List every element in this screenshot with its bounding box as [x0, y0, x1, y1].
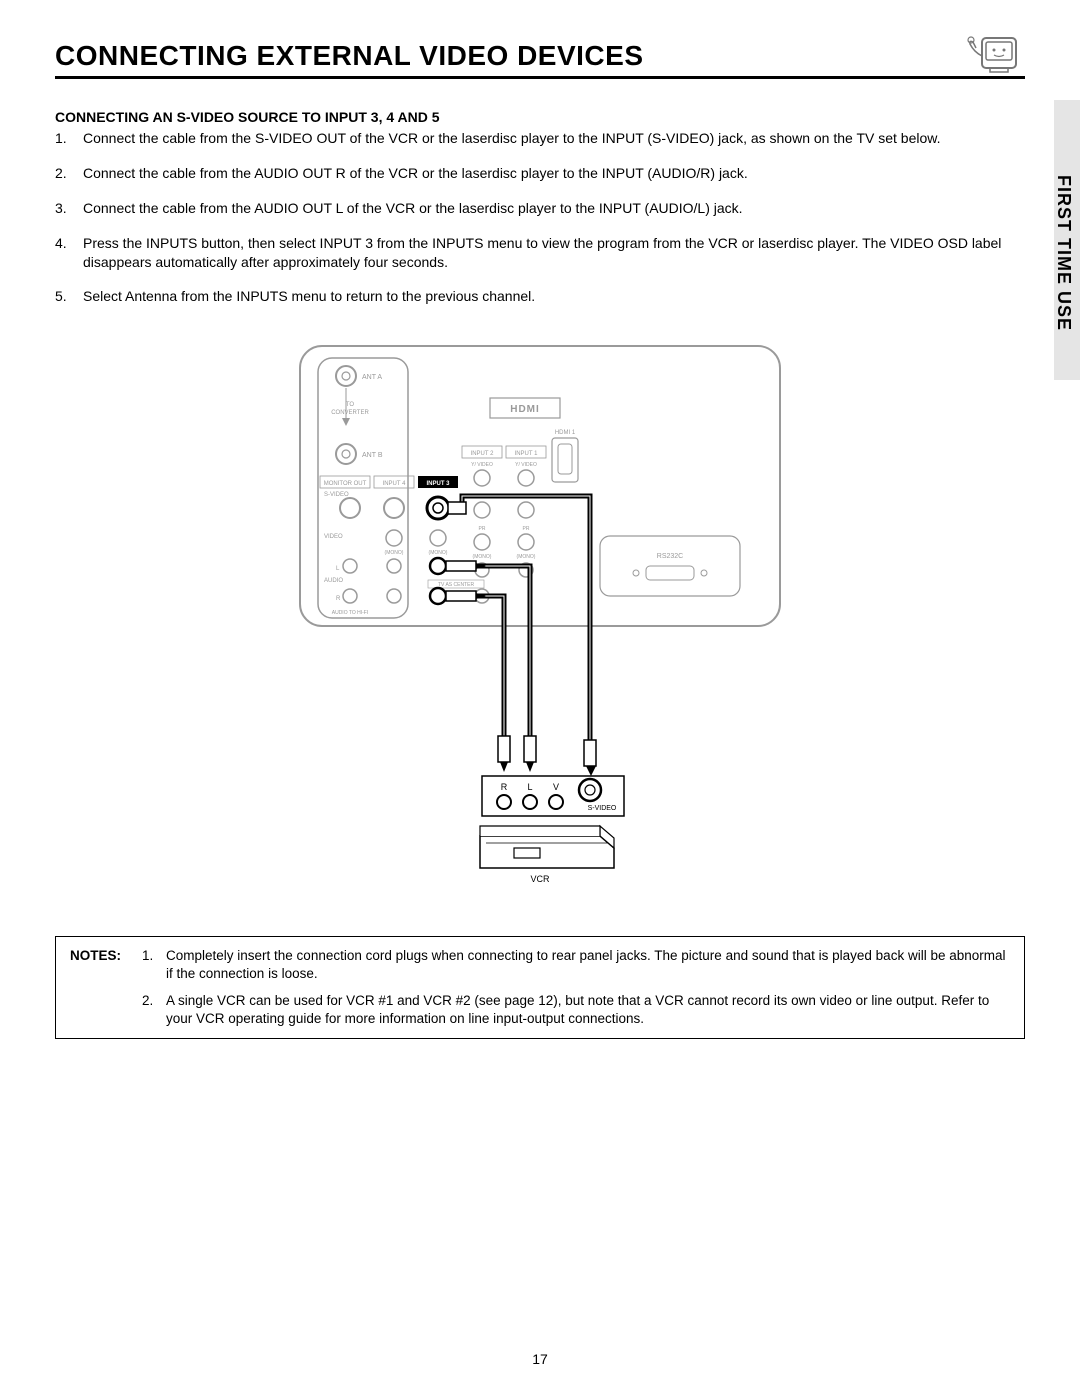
svg-text:INPUT 3: INPUT 3 [426, 481, 450, 487]
step-item: 2.Connect the cable from the AUDIO OUT R… [55, 164, 1025, 183]
label-ant-b: ANT B [362, 452, 383, 459]
svg-text:VIDEO: VIDEO [324, 534, 343, 540]
svg-text:VCR: VCR [530, 874, 550, 884]
svg-text:R: R [336, 596, 341, 602]
svg-text:HDMI 1: HDMI 1 [555, 430, 576, 436]
step-list: 1.Connect the cable from the S-VIDEO OUT… [55, 129, 1025, 306]
label-ant-a: ANT A [362, 374, 382, 381]
svg-text:AUDIO: AUDIO [324, 578, 343, 584]
step-text: Select Antenna from the INPUTS menu to r… [83, 287, 535, 306]
note-text: A single VCR can be used for VCR #1 and … [166, 992, 1010, 1027]
svg-text:Y/ VIDEO: Y/ VIDEO [471, 462, 493, 468]
svg-text:INPUT 4: INPUT 4 [383, 481, 407, 487]
label-to: TO [346, 402, 355, 408]
vcr-icon [480, 826, 614, 868]
svg-text:MONITOR OUT: MONITOR OUT [324, 481, 367, 487]
notes-label: NOTES: [70, 947, 142, 982]
svg-text:INPUT 2: INPUT 2 [471, 451, 495, 457]
svg-text:(MONO): (MONO) [385, 550, 404, 556]
page-title: CONNECTING EXTERNAL VIDEO DEVICES [55, 40, 1025, 79]
svg-text:TV AS CENTER: TV AS CENTER [438, 582, 475, 588]
step-text: Press the INPUTS button, then select INP… [83, 234, 1025, 272]
svg-text:L: L [527, 782, 532, 792]
step-text: Connect the cable from the S-VIDEO OUT o… [83, 129, 940, 148]
svg-text:(MONO): (MONO) [517, 554, 536, 560]
svg-text:INPUT 1: INPUT 1 [515, 451, 539, 457]
svg-text:(MONO): (MONO) [473, 554, 492, 560]
step-text: Connect the cable from the AUDIO OUT L o… [83, 199, 743, 218]
note-number: 1. [142, 947, 166, 982]
step-item: 5.Select Antenna from the INPUTS menu to… [55, 287, 1025, 306]
svg-text:R: R [501, 782, 508, 792]
section-heading: CONNECTING AN S-VIDEO SOURCE TO INPUT 3,… [55, 109, 1025, 125]
connection-diagram: ANT A TO CONVERTER ANT B HDMI HDMI 1 MON… [290, 336, 790, 896]
label-hdmi: HDMI [510, 404, 540, 415]
step-item: 4.Press the INPUTS button, then select I… [55, 234, 1025, 272]
note-text: Completely insert the connection cord pl… [166, 947, 1010, 982]
svg-text:S-VIDEO: S-VIDEO [588, 805, 617, 812]
page-number: 17 [0, 1351, 1080, 1367]
svg-text:V: V [553, 782, 559, 792]
svg-text:CONVERTER: CONVERTER [331, 410, 369, 416]
note-number: 2. [142, 992, 166, 1027]
svg-text:(MONO): (MONO) [429, 550, 448, 556]
step-text: Connect the cable from the AUDIO OUT R o… [83, 164, 748, 183]
svg-text:S-VIDEO: S-VIDEO [324, 492, 349, 498]
svg-text:RS232C: RS232C [657, 553, 683, 560]
svg-text:Y/ VIDEO: Y/ VIDEO [515, 462, 537, 468]
svideo-jacks [340, 497, 449, 519]
svg-text:PR: PR [479, 526, 486, 532]
step-item: 3.Connect the cable from the AUDIO OUT L… [55, 199, 1025, 218]
step-item: 1.Connect the cable from the S-VIDEO OUT… [55, 129, 1025, 148]
svg-text:AUDIO TO HI-FI: AUDIO TO HI-FI [332, 610, 368, 616]
svg-text:PR: PR [523, 526, 530, 532]
notes-box: NOTES: 1. Completely insert the connecti… [55, 936, 1025, 1038]
svg-text:L: L [336, 566, 340, 572]
tv-character-icon [960, 30, 1020, 83]
